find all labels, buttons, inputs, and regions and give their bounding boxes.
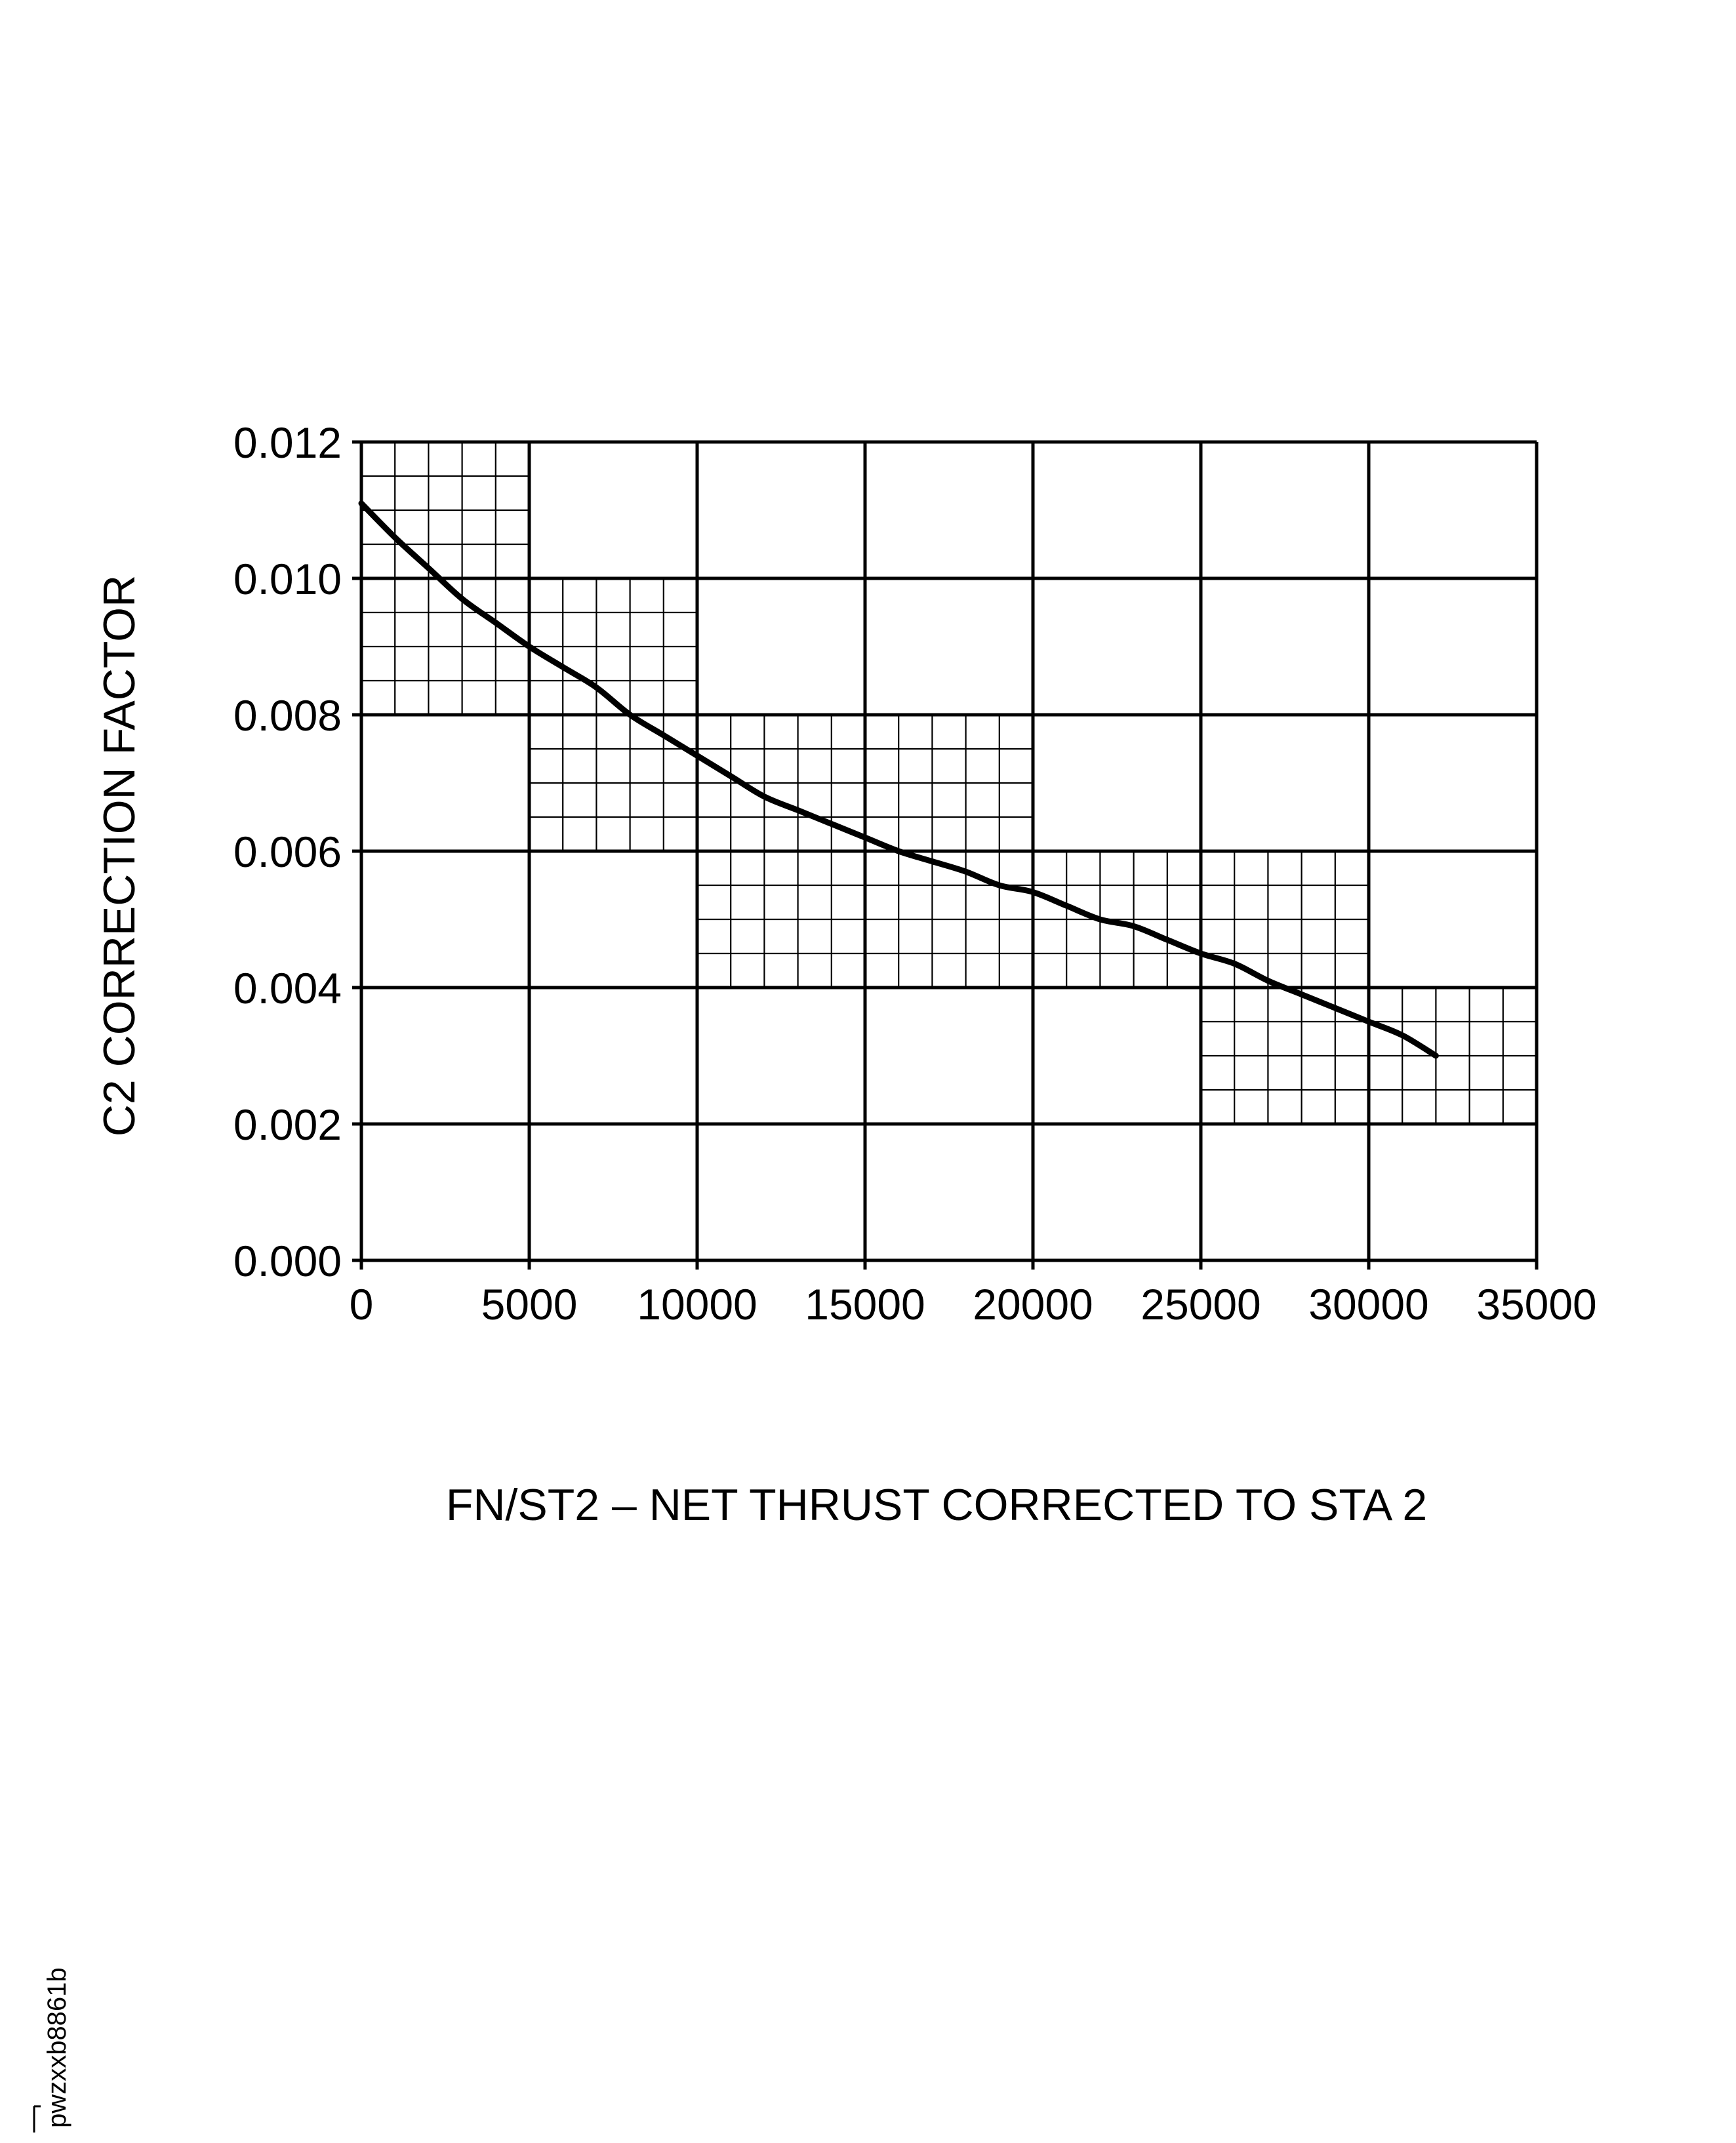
reference-code: pwzxxb8861b	[33, 1967, 71, 2133]
x-tick-labels: 0 5000 10000 15000 20000 25000 30000 35000	[350, 1280, 1597, 1329]
x-tick-label: 15000	[805, 1280, 925, 1329]
y-tick-label: 0.008	[233, 691, 342, 740]
x-tick-label: 0	[350, 1280, 374, 1329]
axis-ticks	[352, 440, 1539, 1270]
y-tick-label: 0.010	[233, 555, 342, 603]
y-tick-label: 0.004	[233, 964, 342, 1012]
y-tick-label: 0.002	[233, 1100, 342, 1149]
y-tick-label: 0.012	[233, 418, 342, 467]
y-tick-labels: 0.000 0.002 0.004 0.006 0.008 0.010 0.012	[233, 418, 342, 1285]
x-tick-label: 10000	[637, 1280, 757, 1329]
x-tick-label: 5000	[481, 1280, 578, 1329]
y-axis-title: C2 CORRECTION FACTOR	[94, 575, 144, 1136]
x-tick-label: 20000	[973, 1280, 1093, 1329]
x-axis-title: FN/ST2 – NET THRUST CORRECTED TO STA 2	[446, 1480, 1427, 1530]
major-grid	[359, 440, 1539, 1262]
x-tick-label: 30000	[1308, 1280, 1429, 1329]
reference-code-text: pwzxxb8861b	[43, 1967, 71, 2128]
x-tick-label: 25000	[1141, 1280, 1261, 1329]
fine-grid	[361, 442, 1537, 1124]
x-tick-label: 35000	[1476, 1280, 1597, 1329]
y-tick-label: 0.006	[233, 828, 342, 876]
correction-curve	[358, 500, 1439, 1059]
y-tick-label: 0.000	[233, 1237, 342, 1285]
